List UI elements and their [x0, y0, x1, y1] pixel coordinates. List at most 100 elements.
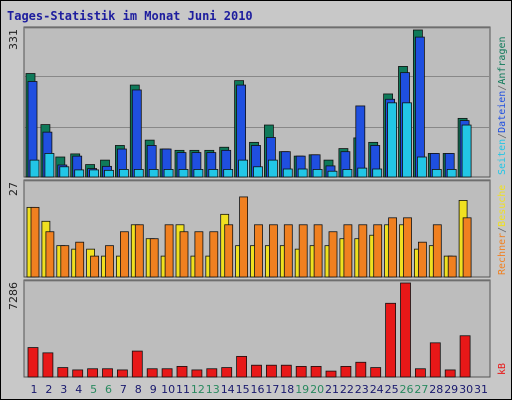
- x-tick-label-4: 4: [75, 383, 82, 396]
- bar-kbytes-kb-28: [429, 342, 441, 378]
- bar-kbytes-kb-24: [370, 367, 382, 378]
- x-tick-label-8: 8: [135, 383, 142, 396]
- bar-visits-rechner-25: [388, 217, 398, 278]
- bar-visits-rechner-15: [239, 196, 249, 278]
- x-tick-label-10: 10: [161, 383, 175, 396]
- x-tick-label-23: 23: [355, 383, 369, 396]
- bar-visits-rechner-11: [179, 231, 189, 278]
- bar-visits-rechner-29: [447, 255, 457, 278]
- bar-kbytes-kb-16: [251, 364, 262, 378]
- legend-separator: /: [497, 85, 508, 91]
- legend-dateien: Dateien: [497, 91, 508, 133]
- x-tick-label-5: 5: [90, 383, 97, 396]
- bar-visits-rechner-30: [462, 217, 472, 278]
- legend-anfragen: Anfragen: [497, 36, 508, 84]
- bar-kbytes-kb-17: [265, 364, 277, 378]
- bar-kbytes-kb-14: [221, 367, 233, 378]
- x-tick-label-19: 19: [295, 383, 309, 396]
- x-tick-label-7: 7: [120, 383, 127, 396]
- bar-visits-rechner-23: [358, 224, 368, 278]
- bar-kbytes-kb-18: [280, 364, 292, 378]
- bar-visits-rechner-16: [254, 224, 263, 278]
- legend-rechner: Rechner: [497, 233, 508, 275]
- chart-title: Tages-Statistik im Monat Juni 2010: [7, 9, 253, 23]
- legend-separator: /: [497, 133, 508, 139]
- legend-visits: Rechner/Besuche: [497, 185, 508, 275]
- legend-kb: kB: [497, 363, 508, 375]
- x-tick-label-2: 2: [45, 383, 52, 396]
- bar-hits-seiten-4: [74, 169, 85, 178]
- bar-kbytes-kb-11: [176, 365, 188, 378]
- x-tick-label-17: 17: [265, 383, 279, 396]
- bar-hits-seiten-30: [461, 124, 472, 178]
- y-max-label-kbytes: 7286: [7, 282, 20, 310]
- bar-visits-rechner-4: [75, 241, 85, 278]
- bar-hits-seiten-27: [416, 156, 427, 178]
- bar-visits-rechner-12: [194, 231, 204, 278]
- x-tick-label-9: 9: [150, 383, 157, 396]
- bar-kbytes-kb-30: [459, 335, 471, 378]
- bar-visits-rechner-2: [45, 231, 55, 278]
- x-tick-label-13: 13: [206, 383, 220, 396]
- y-max-label-hits: 331: [7, 29, 20, 50]
- legend-separator: /: [497, 227, 508, 233]
- bar-hits-seiten-25: [387, 102, 398, 178]
- bar-hits-seiten-2: [44, 153, 55, 178]
- bar-hits-seiten-7: [119, 169, 129, 178]
- bar-kbytes-kb-4: [72, 369, 84, 378]
- bar-visits-rechner-9: [149, 238, 159, 278]
- bar-hits-seiten-28: [431, 169, 442, 178]
- bar-hits-seiten-16: [253, 166, 263, 178]
- bar-hits-seiten-26: [402, 102, 412, 178]
- bar-kbytes-kb-23: [355, 361, 367, 378]
- bar-visits-rechner-10: [164, 224, 174, 278]
- x-tick-label-18: 18: [280, 383, 294, 396]
- bar-kbytes-kb-27: [414, 368, 426, 378]
- bar-visits-rechner-22: [343, 224, 353, 278]
- bar-visits-rechner-20: [313, 224, 323, 278]
- bar-hits-seiten-10: [163, 169, 174, 178]
- bar-hits-seiten-20: [312, 169, 323, 178]
- x-tick-label-24: 24: [370, 383, 384, 396]
- legend-seiten: Seiten: [497, 139, 508, 175]
- bar-kbytes-kb-6: [102, 368, 113, 378]
- panel-kbytes: [23, 279, 491, 378]
- bar-kbytes-kb-20: [310, 365, 322, 378]
- bar-visits-rechner-19: [298, 224, 308, 278]
- x-tick-label-6: 6: [105, 383, 112, 396]
- chart-bars: [25, 29, 472, 378]
- legend-kb: kB: [497, 363, 508, 375]
- x-tick-label-30: 30: [459, 383, 473, 396]
- bar-hits-seiten-24: [372, 168, 383, 178]
- bar-visits-rechner-13: [209, 231, 219, 278]
- bar-visits-rechner-28: [432, 224, 442, 278]
- bar-kbytes-kb-19: [295, 365, 307, 378]
- x-axis-labels: 1 2 3 4 5 6 7 8 9 10 11 12 13 14 15 16 17 18 19 20 21 22 23 24 2…: [31, 383, 489, 396]
- bar-kbytes-kb-21: [325, 370, 337, 378]
- bar-kbytes-kb-25: [385, 302, 397, 378]
- bar-kbytes-kb-22: [340, 365, 352, 378]
- bar-hits-seiten-6: [104, 169, 114, 178]
- legend-hits: Seiten/Dateien/Anfragen: [497, 36, 508, 175]
- bar-kbytes-kb-15: [236, 355, 248, 378]
- bar-kbytes-kb-13: [206, 368, 218, 378]
- x-tick-label-21: 21: [325, 383, 339, 396]
- x-tick-label-14: 14: [221, 383, 235, 396]
- bar-visits-rechner-27: [417, 241, 427, 278]
- bar-hits-seiten-12: [193, 169, 204, 178]
- bar-visits-rechner-8: [134, 224, 144, 278]
- x-tick-label-25: 25: [385, 383, 399, 396]
- legend-besuche: Besuche: [497, 185, 508, 227]
- x-tick-label-27: 27: [414, 383, 428, 396]
- bar-visits-rechner-3: [60, 245, 70, 278]
- bar-kbytes-kb-26: [400, 282, 411, 378]
- bar-hits-seiten-18: [282, 168, 293, 178]
- x-tick-label-12: 12: [191, 383, 205, 396]
- bar-kbytes-kb-29: [444, 369, 456, 378]
- x-tick-label-16: 16: [251, 383, 265, 396]
- bar-hits-seiten-15: [238, 159, 249, 178]
- bar-kbytes-kb-10: [161, 368, 173, 378]
- bar-hits-seiten-13: [208, 169, 219, 178]
- x-tick-label-11: 11: [176, 383, 190, 396]
